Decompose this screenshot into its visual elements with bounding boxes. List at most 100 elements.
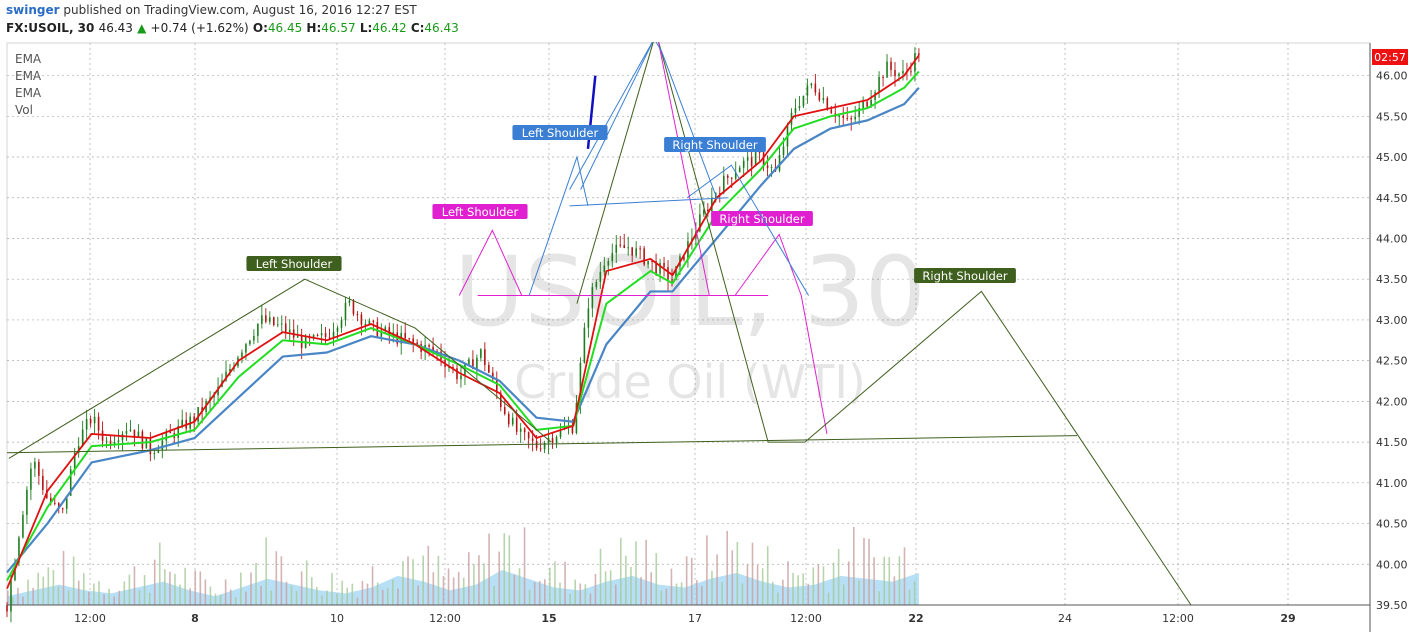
- volume-bar: [422, 555, 425, 605]
- volume-bar: [47, 567, 50, 605]
- chart-header: swinger published on TradingView.com, Au…: [0, 0, 1415, 42]
- volume-bar: [832, 562, 835, 605]
- legend-vol[interactable]: Vol: [15, 103, 33, 117]
- candle-body: [460, 375, 462, 380]
- legend-ema-2[interactable]: EMA: [15, 69, 42, 83]
- volume-bar: [169, 571, 171, 605]
- time-tick-label: 12:00: [74, 612, 106, 625]
- volume-bar: [265, 537, 267, 605]
- candle-body: [352, 300, 355, 315]
- volume-series: [7, 527, 919, 605]
- volume-bar: [93, 583, 95, 605]
- candle-body: [687, 241, 689, 260]
- candle-body: [591, 287, 594, 309]
- volume-bar: [847, 561, 850, 605]
- close-label: C:: [410, 21, 425, 35]
- candle-body: [750, 157, 753, 167]
- volume-bar: [214, 593, 217, 605]
- candle-body: [818, 92, 821, 101]
- candle-body: [862, 101, 864, 109]
- volume-bar: [792, 572, 794, 605]
- price-tick-label: 44.50: [1376, 192, 1408, 205]
- candle-body: [109, 440, 112, 445]
- price-tick-label: 43.00: [1376, 314, 1408, 327]
- candle-body: [559, 429, 562, 437]
- volume-bar: [204, 579, 207, 605]
- candle-body: [165, 431, 168, 441]
- price-tick-label: 40.00: [1376, 558, 1408, 571]
- candle-body: [404, 332, 407, 339]
- volume-bar: [143, 575, 146, 605]
- head-and-shoulders-patterns: Left Shoulder Right Shoulder Left Shoulder…: [6, 37, 1192, 606]
- candle-body: [894, 70, 896, 77]
- volume-bar: [305, 560, 308, 605]
- candle-body: [177, 425, 180, 439]
- candle-body: [73, 452, 76, 470]
- candle-body: [476, 357, 478, 369]
- volume-bar: [604, 571, 607, 605]
- candle-body: [316, 334, 319, 336]
- volume-bar: [711, 570, 713, 605]
- candle-body: [918, 53, 920, 55]
- candle-body: [623, 245, 626, 249]
- volume-bar: [706, 535, 708, 605]
- legend-ema-3[interactable]: EMA: [15, 86, 42, 100]
- price-axis-bg: [1370, 43, 1415, 632]
- candle-body: [125, 431, 128, 434]
- open-value: 46.45: [267, 21, 303, 35]
- open-label: O:: [252, 21, 268, 35]
- candle-body: [551, 437, 554, 443]
- volume-bar: [148, 592, 151, 605]
- candle-body: [30, 468, 32, 490]
- volume-bar: [457, 571, 460, 605]
- watermark: USOIL, 30 Crude Oil (WTI): [454, 236, 926, 409]
- volume-bar: [42, 576, 45, 605]
- volume-bar: [468, 552, 470, 605]
- shoulder-line: [8, 278, 552, 459]
- ema-slow-line: [6, 87, 920, 574]
- volume-bar: [356, 597, 359, 605]
- volume-bar: [873, 557, 875, 605]
- volume-bar: [326, 590, 328, 605]
- volume-bar: [842, 584, 845, 605]
- author-link[interactable]: swinger: [6, 3, 60, 17]
- volume-bar: [594, 573, 597, 605]
- volume-bar: [199, 571, 202, 605]
- legend-ema-1[interactable]: EMA: [15, 52, 42, 66]
- candle-body: [65, 495, 68, 509]
- volume-bar: [599, 548, 602, 605]
- volume-bar: [361, 580, 364, 605]
- candle-body: [583, 327, 586, 363]
- candle-body: [38, 461, 40, 476]
- candle-body: [384, 327, 387, 331]
- watermark-name: Crude Oil (WTI): [514, 355, 866, 409]
- volume-bar: [260, 585, 262, 605]
- volume-bar: [549, 567, 551, 605]
- candle-body: [249, 340, 251, 345]
- volume-bar: [665, 588, 668, 605]
- volume-bar: [797, 575, 799, 605]
- candle-body: [878, 76, 880, 93]
- volume-bar: [346, 587, 349, 605]
- volume-bar: [397, 588, 399, 605]
- time-tick-label: 22: [908, 612, 923, 625]
- candle-body: [18, 537, 20, 563]
- candle-body: [201, 407, 203, 412]
- candle-body: [328, 337, 331, 339]
- last-price: 46.43: [98, 21, 133, 35]
- volume-bar: [12, 597, 14, 605]
- candle-body: [663, 262, 665, 267]
- volume-bar: [255, 562, 257, 605]
- candle-body: [340, 320, 343, 328]
- candle-body: [360, 314, 363, 325]
- symbol-label[interactable]: FX:USOIL, 30: [6, 21, 95, 35]
- volume-bar: [559, 582, 561, 605]
- candle-body: [332, 331, 335, 339]
- volume-bar: [108, 588, 110, 605]
- volume-bar: [554, 561, 556, 605]
- candle-body: [364, 323, 367, 325]
- candle-body: [105, 440, 108, 442]
- candle-body: [619, 244, 622, 246]
- volume-bar: [295, 591, 298, 605]
